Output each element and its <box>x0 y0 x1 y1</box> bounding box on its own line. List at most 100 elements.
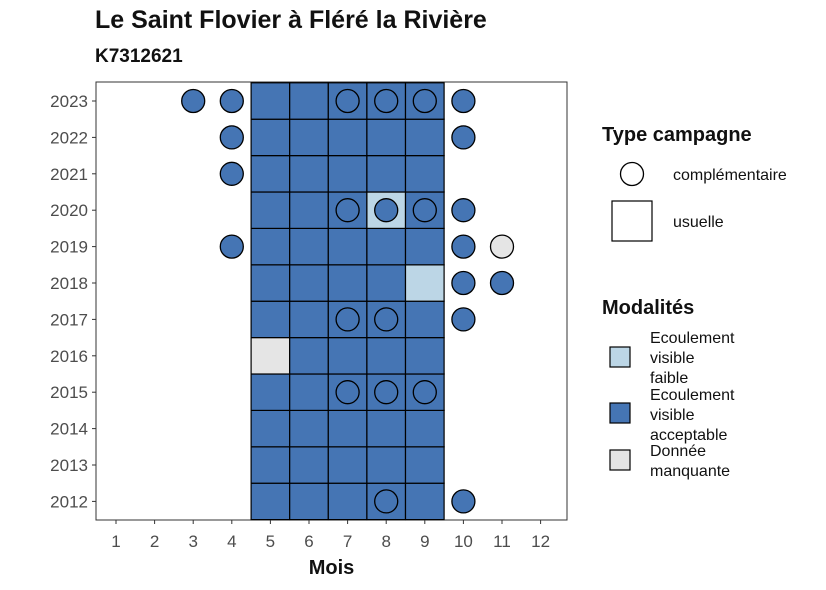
point-2023-9 <box>412 88 437 114</box>
legend-modalite-label: acceptable <box>650 427 727 444</box>
tile-2012-5 <box>250 482 291 521</box>
x-tick-label: 12 <box>531 532 550 551</box>
legend-modalite-key <box>609 449 631 471</box>
y-tick-label: 2013 <box>50 456 88 475</box>
legend-modalite-label: Ecoulement <box>650 387 735 404</box>
y-tick-label: 2020 <box>50 201 88 220</box>
tile-2015-6 <box>289 373 329 412</box>
tile-2016-7 <box>327 337 368 375</box>
tile-2022-7 <box>327 118 368 157</box>
tile-2014-8 <box>366 409 407 448</box>
point-2015-8 <box>374 380 399 405</box>
tile-2016-8 <box>366 337 407 375</box>
tile-2012-6 <box>289 482 329 521</box>
tile-2019-8 <box>366 227 407 266</box>
point-2021-4 <box>219 161 244 186</box>
tile-2022-8 <box>366 118 407 157</box>
point-2023-7 <box>335 88 360 114</box>
tile-2016-6 <box>289 337 329 375</box>
tile-2020-6 <box>289 191 329 230</box>
x-tick-label: 4 <box>227 532 236 551</box>
tile-2012-7 <box>327 482 368 521</box>
y-tick-label: 2014 <box>50 420 88 439</box>
legend-modalite-key <box>609 402 631 424</box>
x-tick-label: 9 <box>420 532 429 551</box>
x-tick-label: 2 <box>150 532 159 551</box>
tile-2012-9 <box>404 482 445 521</box>
tile-2021-5 <box>250 155 291 193</box>
tile-2023-6 <box>289 82 329 120</box>
x-tick-label: 11 <box>493 532 511 551</box>
point-2015-9 <box>412 380 437 405</box>
legend-modalite-label: Donnée <box>650 443 706 460</box>
y-tick-label: 2015 <box>50 383 88 402</box>
y-tick-label: 2021 <box>50 165 88 184</box>
x-tick-label: 7 <box>343 532 352 551</box>
tile-2016-9 <box>404 337 445 375</box>
legend-modalite-label: faible <box>650 370 688 387</box>
tile-2017-5 <box>250 300 291 339</box>
legend-modalite-key <box>609 346 631 368</box>
tile-2018-6 <box>289 264 329 302</box>
tile-2019-6 <box>289 227 329 266</box>
x-axis-title: Mois <box>309 557 355 579</box>
legend-modalite-label: manquante <box>650 463 730 480</box>
point-2012-10 <box>451 489 476 514</box>
legend-campagne-label: usuelle <box>673 214 724 231</box>
legend-modalite-label: visible <box>650 350 695 367</box>
tile-2013-7 <box>327 446 368 484</box>
y-tick-label: 2016 <box>50 347 88 366</box>
legend-square-symbol <box>611 200 653 242</box>
legend-modalite-label: Ecoulement <box>650 330 735 347</box>
y-tick-label: 2023 <box>50 92 88 111</box>
tile-2018-8 <box>366 264 407 302</box>
x-tick-label: 5 <box>266 532 275 551</box>
tile-2016-5 <box>250 337 291 375</box>
tile-2014-6 <box>289 409 329 448</box>
point-2019-10 <box>451 234 476 259</box>
tile-2013-8 <box>366 446 407 484</box>
legend-campagne-label: complémentaire <box>673 167 787 184</box>
x-tick-label: 8 <box>381 532 390 551</box>
tile-2018-9 <box>404 264 445 302</box>
tile-2021-8 <box>366 155 407 193</box>
point-2019-4 <box>219 234 244 259</box>
x-tick-label: 6 <box>304 532 313 551</box>
tile-2013-9 <box>404 446 445 484</box>
tile-2013-6 <box>289 446 329 484</box>
tile-2020-5 <box>250 191 291 230</box>
tile-2015-5 <box>250 373 291 412</box>
point-2012-8 <box>374 489 399 514</box>
point-2022-10 <box>451 125 476 150</box>
point-2017-8 <box>374 307 399 332</box>
tile-2021-7 <box>327 155 368 193</box>
legend-modalite-label: visible <box>650 407 695 424</box>
y-tick-label: 2022 <box>50 128 88 147</box>
point-2020-8 <box>374 198 399 223</box>
x-tick-label: 1 <box>111 532 120 551</box>
point-2022-4 <box>219 125 244 150</box>
tile-2021-9 <box>404 155 445 193</box>
point-2018-10 <box>451 270 476 296</box>
point-2020-7 <box>335 198 360 223</box>
point-2023-3 <box>181 88 206 114</box>
point-2023-10 <box>451 88 476 114</box>
legend-campagne-title: Type campagne <box>602 124 752 146</box>
tile-2019-5 <box>250 227 291 266</box>
tile-2014-7 <box>327 409 368 448</box>
tile-2017-6 <box>289 300 329 339</box>
y-tick-label: 2017 <box>50 310 88 329</box>
chart-subtitle: K7312621 <box>95 46 183 67</box>
legend-circle-symbol <box>619 161 645 187</box>
y-tick-label: 2012 <box>50 492 88 511</box>
point-2023-4 <box>219 88 244 114</box>
point-2015-7 <box>335 380 360 405</box>
tile-2019-7 <box>327 227 368 266</box>
y-tick-label: 2019 <box>50 238 88 257</box>
y-tick-label: 2018 <box>50 274 88 293</box>
point-2017-10 <box>451 307 476 332</box>
tile-2013-5 <box>250 446 291 484</box>
tile-2023-5 <box>250 82 291 120</box>
x-tick-label: 10 <box>454 532 473 551</box>
